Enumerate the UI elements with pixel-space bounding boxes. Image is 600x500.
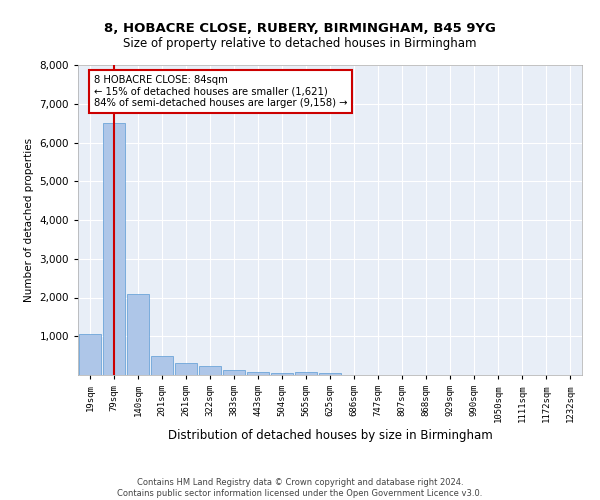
Bar xyxy=(103,123,125,375)
Text: 8, HOBACRE CLOSE, RUBERY, BIRMINGHAM, B45 9YG: 8, HOBACRE CLOSE, RUBERY, BIRMINGHAM, B4… xyxy=(104,22,496,36)
Bar xyxy=(319,372,341,375)
Bar xyxy=(79,334,101,375)
Bar xyxy=(271,372,293,375)
Text: Contains HM Land Registry data © Crown copyright and database right 2024.
Contai: Contains HM Land Registry data © Crown c… xyxy=(118,478,482,498)
Bar xyxy=(175,364,197,375)
Bar xyxy=(247,372,269,375)
Bar xyxy=(199,366,221,375)
Bar xyxy=(295,372,317,375)
Text: Size of property relative to detached houses in Birmingham: Size of property relative to detached ho… xyxy=(123,38,477,51)
Bar xyxy=(127,294,149,375)
Bar xyxy=(151,356,173,375)
Bar xyxy=(223,370,245,375)
Text: 8 HOBACRE CLOSE: 84sqm
← 15% of detached houses are smaller (1,621)
84% of semi-: 8 HOBACRE CLOSE: 84sqm ← 15% of detached… xyxy=(94,74,347,108)
Y-axis label: Number of detached properties: Number of detached properties xyxy=(24,138,34,302)
X-axis label: Distribution of detached houses by size in Birmingham: Distribution of detached houses by size … xyxy=(167,428,493,442)
